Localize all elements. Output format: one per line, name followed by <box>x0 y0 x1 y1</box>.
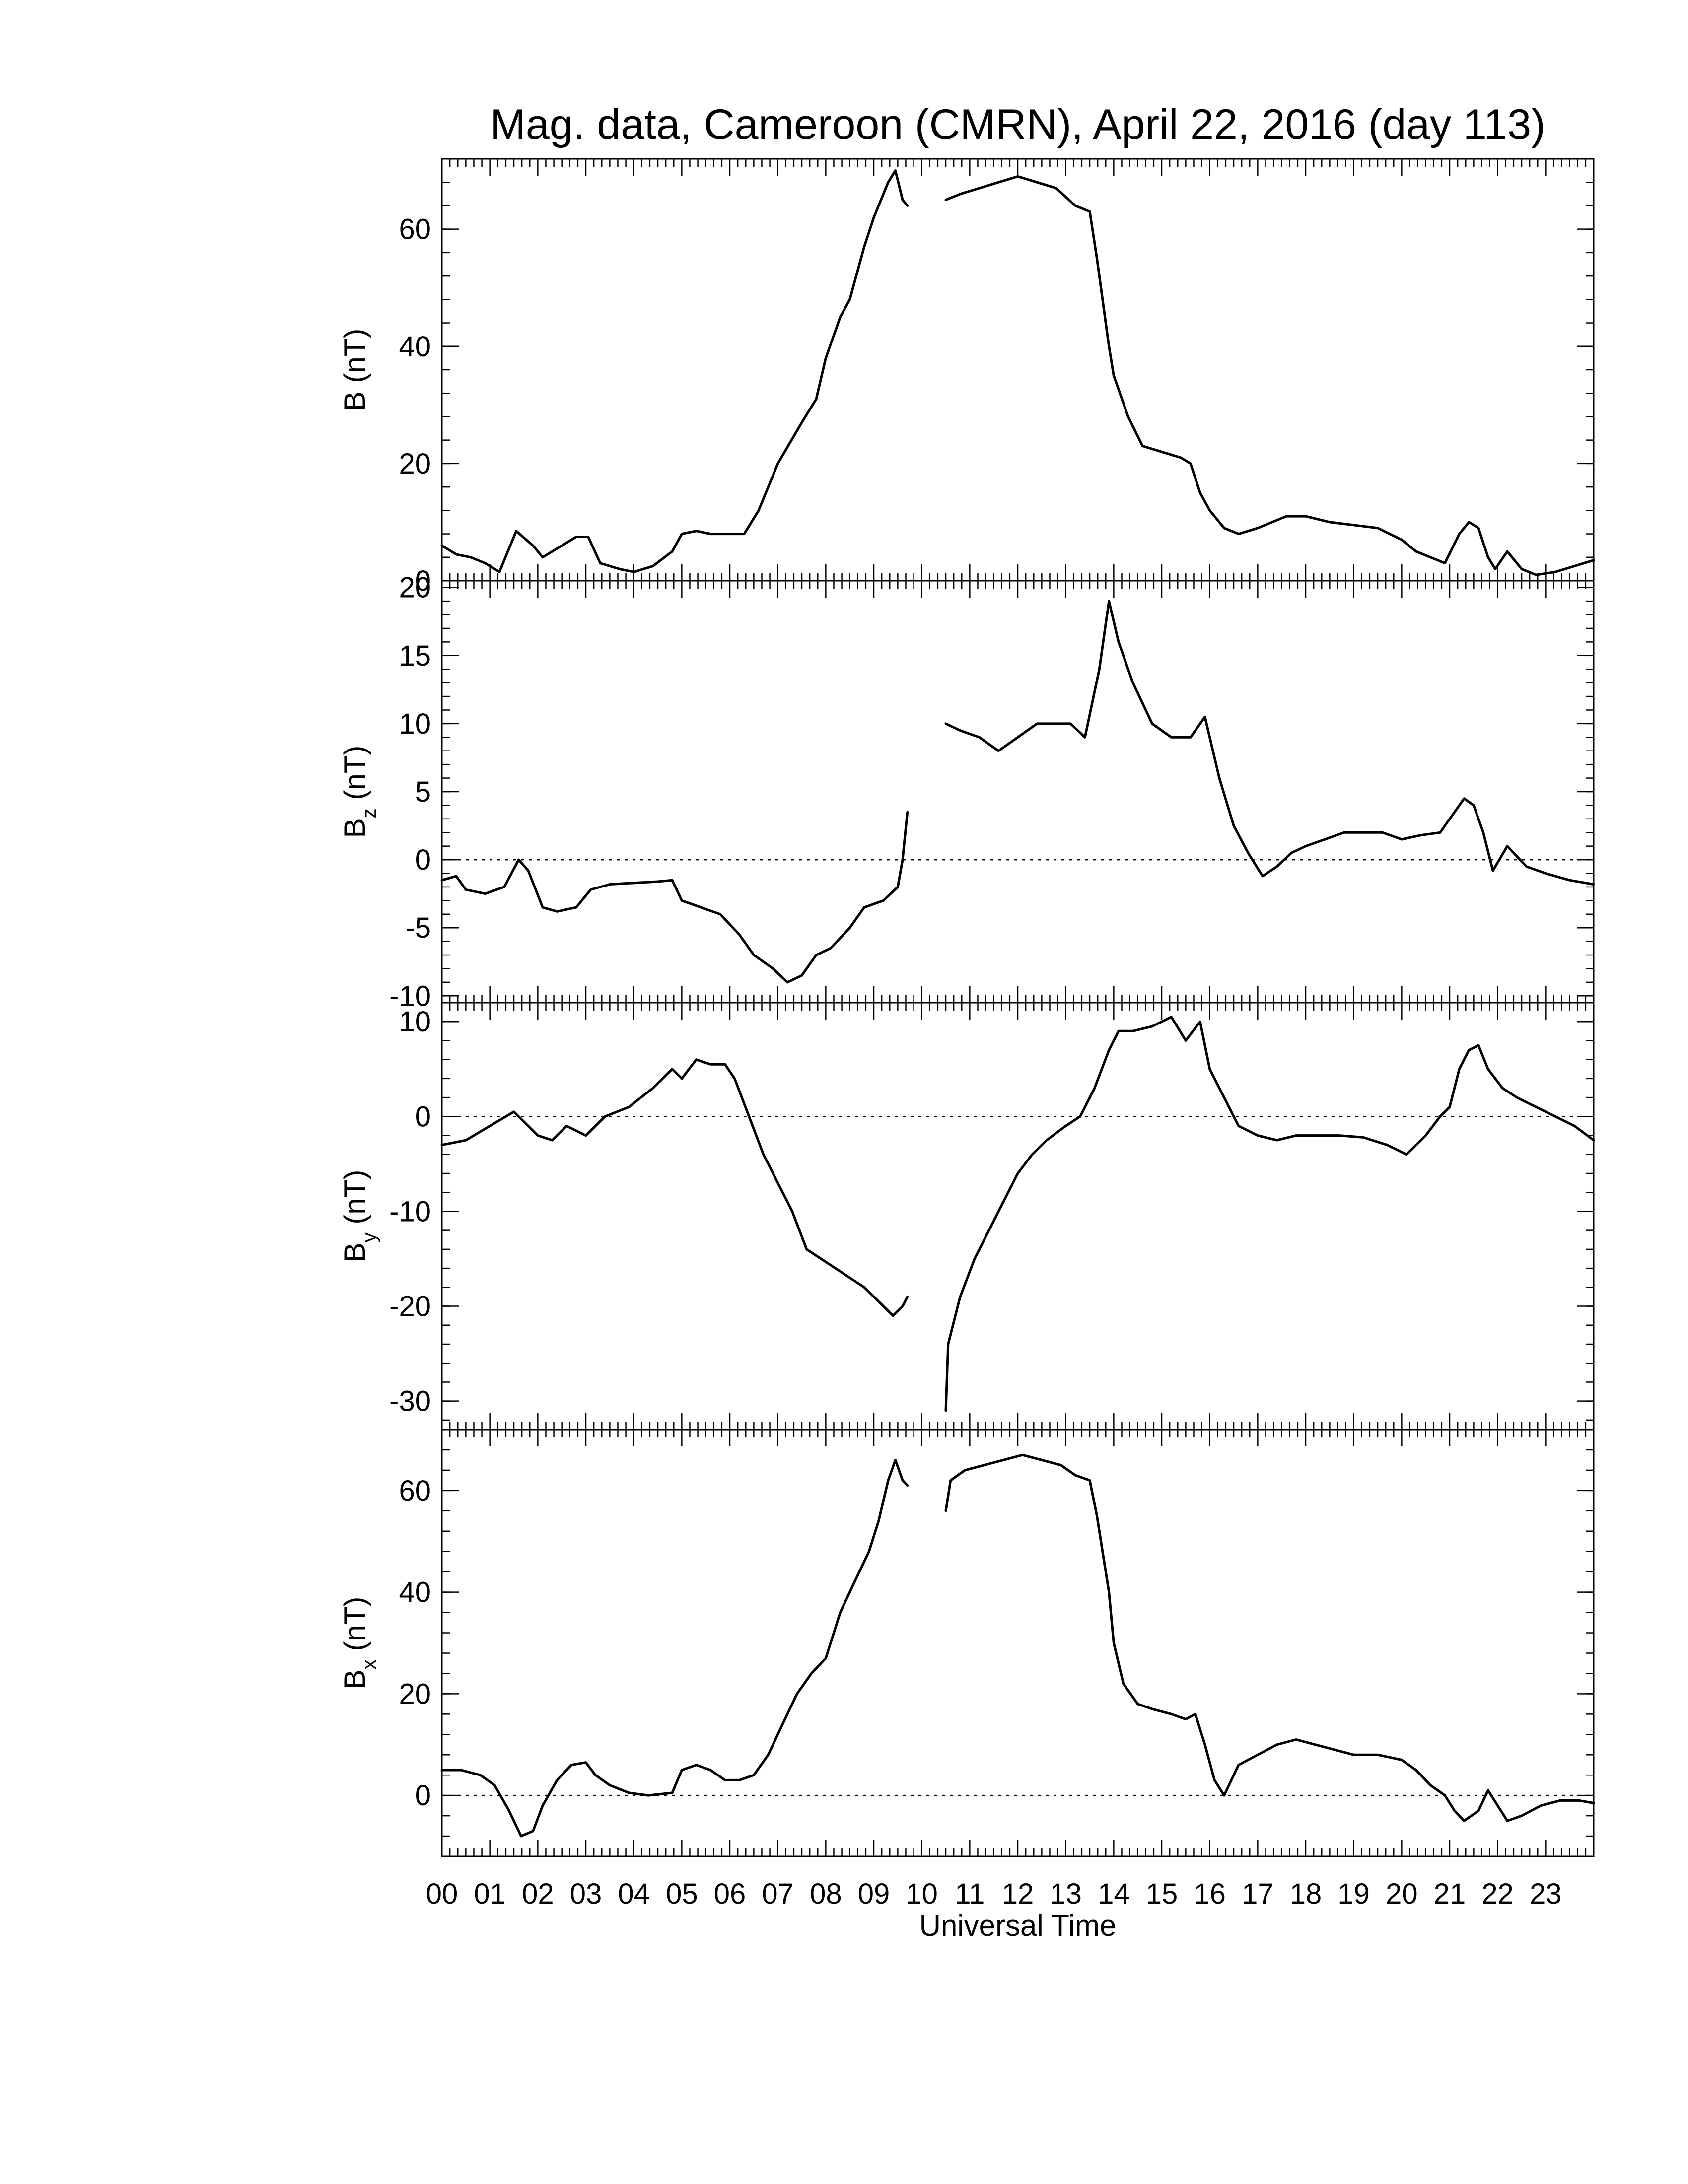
series-Bz-segment-2 <box>944 600 1595 886</box>
y-tick-label: 20 <box>399 1678 431 1710</box>
x-tick-label: 21 <box>1434 1878 1466 1910</box>
x-tick-label: 05 <box>666 1878 698 1910</box>
y-label-subscript: z <box>358 808 380 818</box>
panel-frame <box>441 580 1595 1004</box>
series-B-segment-2 <box>944 175 1595 576</box>
x-tick-label: 03 <box>570 1878 602 1910</box>
y-label-unit: (nT) <box>338 329 371 392</box>
panel-B: 0 20 40 60 B (nT) <box>338 158 1595 597</box>
x-tick-label: 22 <box>1481 1878 1514 1910</box>
x-tick-label: 19 <box>1337 1878 1370 1910</box>
y-tick-label: 20 <box>399 448 431 480</box>
y-tick-label: 10 <box>399 708 431 740</box>
y-tick-label: 20 <box>399 572 431 604</box>
x-tick-label: 01 <box>474 1878 506 1910</box>
x-tick-label: 02 <box>522 1878 554 1910</box>
y-tick-label: -10 <box>389 980 431 1012</box>
x-tick-label: 16 <box>1194 1878 1226 1910</box>
panel-frame <box>441 1429 1595 1857</box>
series-Bz-segment-1 <box>440 811 909 984</box>
y-label-subscript: y <box>358 1232 380 1242</box>
y-axis-label-By: By (nT) <box>338 1170 380 1263</box>
y-tick-label: 0 <box>415 1779 431 1812</box>
y-tick-label: 60 <box>399 213 431 246</box>
x-tick-label: 09 <box>858 1878 890 1910</box>
y-label-unit: (nT) <box>338 1597 371 1660</box>
series-By-segment-1 <box>440 1058 909 1317</box>
y-tick-label: 0 <box>415 565 431 597</box>
panel-Bx: 0 20 40 60 Bx (nT) <box>338 1429 1595 1857</box>
y-tick-label: -30 <box>389 1385 431 1418</box>
chart-title: Mag. data, Cameroon (CMRN), April 22, 20… <box>490 101 1545 148</box>
x-axis-title: Universal Time <box>919 1909 1117 1942</box>
y-label-unit: (nT) <box>338 746 371 809</box>
x-tick-label: 17 <box>1242 1878 1274 1910</box>
x-tick-label: 20 <box>1386 1878 1418 1910</box>
y-tick-label: -10 <box>389 1195 431 1228</box>
x-axis-tick-labels: 00 01 02 03 04 05 06 07 08 09 10 11 12 13 14 15 16 17 18 19… <box>426 1878 1562 1910</box>
x-tick-label: 04 <box>618 1878 650 1910</box>
y-axis-label-Bz: Bz (nT) <box>338 746 380 838</box>
panel-By: -30 -20 -10 0 10 By (nT) <box>338 1002 1595 1431</box>
x-tick-label: 00 <box>426 1878 458 1910</box>
y-label-unit: (nT) <box>338 1170 371 1233</box>
x-tick-label: 10 <box>906 1878 938 1910</box>
y-label-main: B <box>338 1242 371 1262</box>
y-label-subscript: x <box>358 1659 380 1669</box>
y-tick-label: 10 <box>399 1006 431 1038</box>
y-tick-label: 60 <box>399 1475 431 1507</box>
x-tick-label: 18 <box>1290 1878 1322 1910</box>
x-tick-label: 06 <box>714 1878 746 1910</box>
x-tick-label: 07 <box>762 1878 794 1910</box>
series-B-segment-1 <box>440 169 909 573</box>
x-tick-label: 08 <box>810 1878 842 1910</box>
x-tick-label: 11 <box>955 1878 985 1910</box>
x-tick-label: 13 <box>1050 1878 1082 1910</box>
y-axis-label-Bx: Bx (nT) <box>338 1597 380 1690</box>
x-tick-label: 23 <box>1530 1878 1562 1910</box>
y-tick-label: -20 <box>389 1291 431 1323</box>
y-label-main: B <box>338 1669 371 1689</box>
panel-frame <box>441 1002 1595 1431</box>
x-tick-label: 15 <box>1146 1878 1178 1910</box>
y-tick-label: 5 <box>415 776 431 808</box>
y-label-main: B <box>338 391 371 411</box>
y-tick-label: 0 <box>415 844 431 876</box>
y-tick-label: 40 <box>399 331 431 363</box>
y-tick-label: -5 <box>405 912 431 944</box>
y-tick-label: 15 <box>399 640 431 672</box>
panel-Bz: -10 -5 0 5 10 15 20 Bz (nT) <box>338 572 1595 1012</box>
x-tick-label: 14 <box>1098 1878 1130 1910</box>
series-By-segment-2 <box>944 1016 1595 1412</box>
y-tick-label: 0 <box>415 1100 431 1133</box>
panel-frame <box>441 158 1595 582</box>
series-Bx-segment-1 <box>440 1458 909 1838</box>
x-tick-label: 12 <box>1002 1878 1034 1910</box>
series-Bx-segment-2 <box>944 1453 1595 1822</box>
y-label-main: B <box>338 818 371 838</box>
y-tick-label: 40 <box>399 1576 431 1609</box>
y-axis-label-B: B (nT) <box>338 329 371 411</box>
